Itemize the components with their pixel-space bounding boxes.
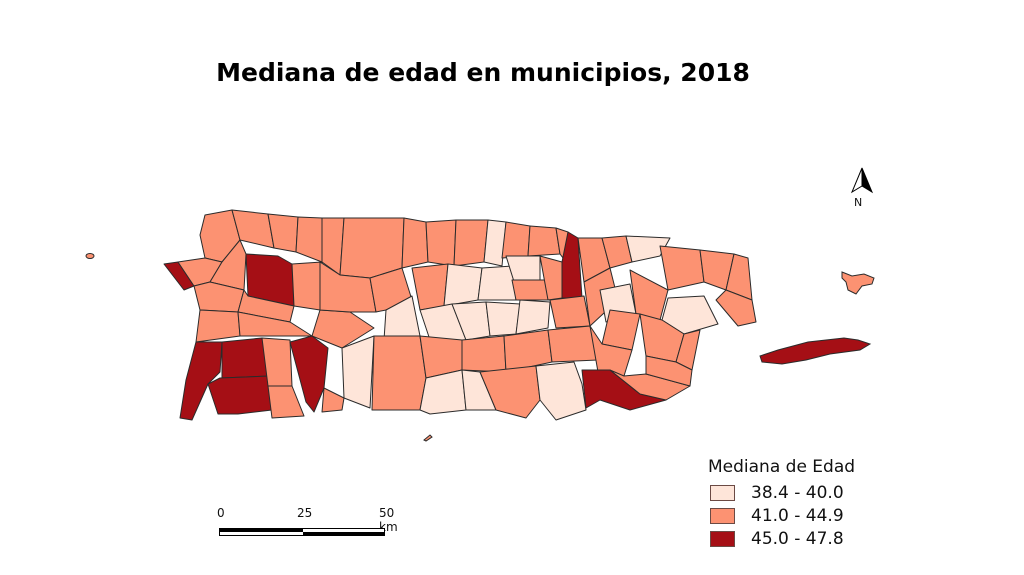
scale-label-0: 0 bbox=[217, 506, 225, 520]
municipality bbox=[195, 309, 241, 343]
municipality bbox=[295, 216, 323, 263]
municipality bbox=[659, 245, 705, 291]
legend-label-mid: 41.0 - 44.9 bbox=[751, 505, 844, 526]
municipality bbox=[411, 263, 449, 311]
municipality bbox=[527, 225, 561, 257]
municipality bbox=[625, 235, 671, 263]
legend-swatch-mid bbox=[710, 507, 735, 524]
municipality bbox=[321, 387, 345, 413]
municipality bbox=[207, 375, 273, 415]
municipality bbox=[589, 325, 633, 377]
island-desecheo bbox=[85, 253, 95, 259]
municipality bbox=[401, 217, 429, 269]
island-culebra bbox=[841, 271, 875, 295]
municipality bbox=[371, 335, 427, 411]
north-arrow: N bbox=[848, 166, 876, 212]
scale-label-25: 25 bbox=[297, 506, 313, 520]
municipality bbox=[267, 385, 305, 419]
municipality bbox=[425, 219, 457, 267]
municipality bbox=[645, 355, 693, 387]
municipality bbox=[209, 239, 247, 291]
scale-bar: 0 25 50 km bbox=[217, 506, 398, 546]
north-arrow-icon bbox=[850, 167, 874, 194]
municipality bbox=[485, 301, 521, 337]
legend-swatch-low bbox=[710, 484, 735, 501]
legend-label-high: 45.0 - 47.8 bbox=[751, 528, 844, 549]
municipality bbox=[535, 361, 587, 421]
island-vieques bbox=[759, 337, 872, 365]
legend-item-mid: 41.0 - 44.9 bbox=[708, 504, 855, 527]
municipality bbox=[443, 263, 483, 307]
municipality bbox=[629, 269, 669, 321]
scale-bar-graphic bbox=[219, 528, 385, 536]
island-caja-de-muertos bbox=[423, 434, 433, 442]
municipality bbox=[539, 255, 563, 301]
municipality bbox=[291, 261, 323, 311]
legend-item-low: 38.4 - 40.0 bbox=[708, 481, 855, 504]
municipality bbox=[661, 295, 719, 335]
municipality bbox=[715, 289, 757, 327]
municipality bbox=[339, 217, 405, 279]
municipality bbox=[237, 289, 295, 323]
legend-title: Mediana de Edad bbox=[708, 457, 856, 477]
map-title: Mediana de edad en municipios, 2018 bbox=[216, 58, 750, 87]
municipality bbox=[479, 365, 541, 419]
municipality bbox=[483, 219, 507, 267]
municipality bbox=[341, 335, 375, 409]
municipality bbox=[501, 221, 531, 259]
municipality bbox=[311, 309, 375, 349]
municipality bbox=[549, 295, 591, 329]
municipality bbox=[419, 369, 467, 415]
municipality bbox=[453, 219, 489, 267]
north-label: N bbox=[854, 196, 863, 209]
municipality bbox=[461, 335, 507, 373]
legend-item-high: 45.0 - 47.8 bbox=[708, 527, 855, 550]
legend-swatch-high bbox=[710, 530, 735, 547]
legend: Mediana de Edad 38.4 - 40.0 41.0 - 44.9 … bbox=[708, 457, 855, 550]
municipality bbox=[515, 299, 551, 335]
legend-label-low: 38.4 - 40.0 bbox=[751, 482, 844, 503]
